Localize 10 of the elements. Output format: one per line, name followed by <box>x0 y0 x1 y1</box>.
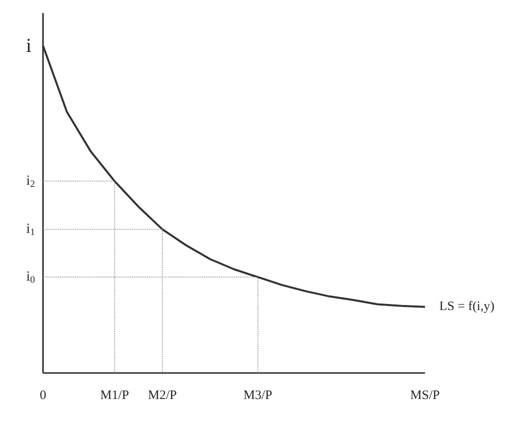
text: i$_{2}$ <box>26 176 34 187</box>
y-axis-title: i <box>26 38 32 52</box>
x-tick-label: M2/P <box>148 390 176 400</box>
x-tick-label: M1/P <box>100 390 129 400</box>
x-tick-label: M3/P <box>244 390 272 400</box>
x-tick-label: 0 <box>40 390 46 400</box>
text: i$_{1}$ <box>26 224 34 236</box>
text: i$_{0}$ <box>26 271 35 283</box>
series-label: LS = f(i,y) <box>440 300 494 313</box>
x-tick-label: MS/P <box>410 390 440 400</box>
